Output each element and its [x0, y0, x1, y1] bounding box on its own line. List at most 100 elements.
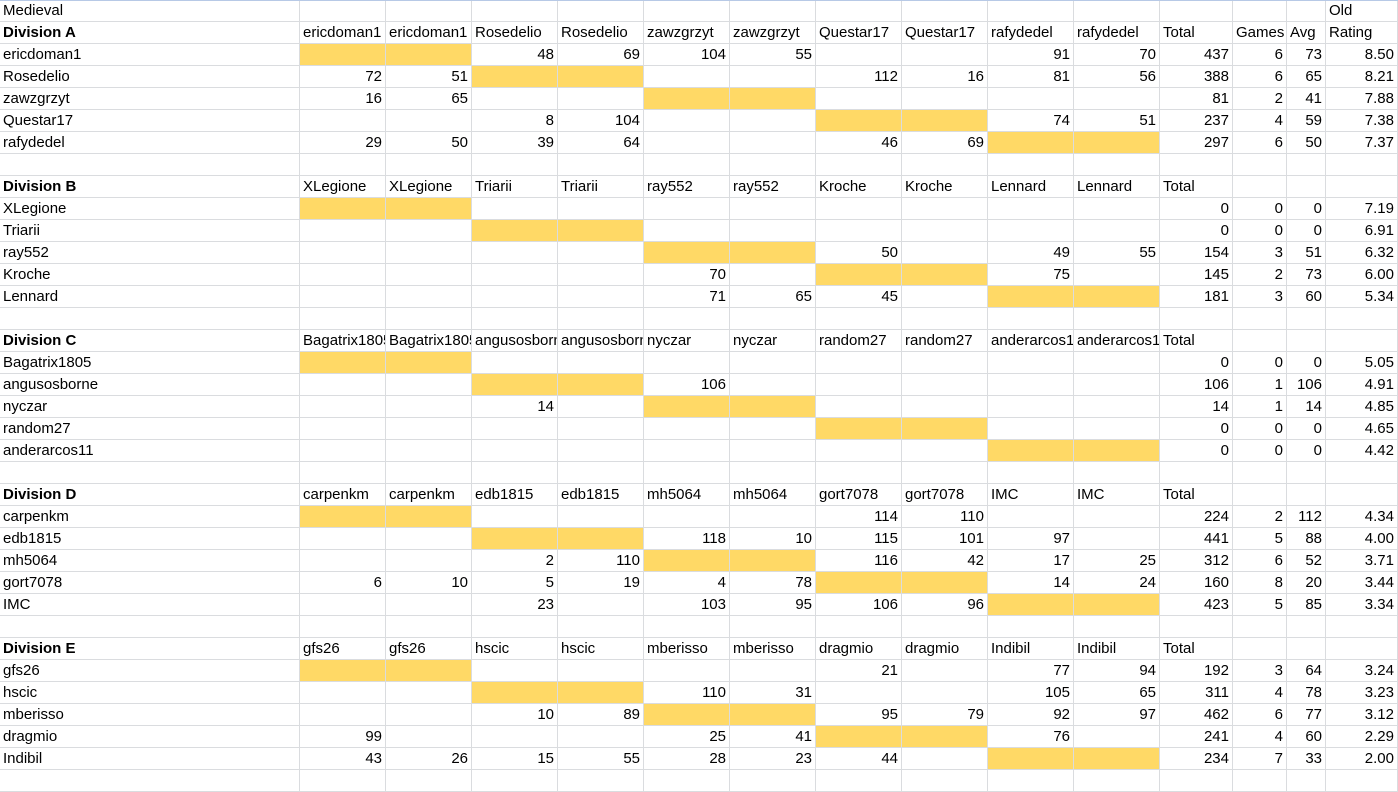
rating-cell[interactable]: 3.12: [1326, 704, 1398, 726]
empty-cell[interactable]: [988, 616, 1074, 638]
games-cell[interactable]: 0: [1233, 220, 1287, 242]
games-cell[interactable]: 3: [1233, 286, 1287, 308]
score-cell[interactable]: 26: [386, 748, 472, 770]
self-match-cell[interactable]: [472, 66, 558, 88]
score-cell[interactable]: [386, 528, 472, 550]
empty-cell[interactable]: [902, 770, 988, 792]
score-cell[interactable]: [300, 594, 386, 616]
score-cell[interactable]: [1074, 198, 1160, 220]
column-header-total[interactable]: Total: [1160, 638, 1233, 660]
empty-cell[interactable]: [1287, 308, 1326, 330]
games-cell[interactable]: 6: [1233, 550, 1287, 572]
score-cell[interactable]: [558, 726, 644, 748]
total-cell[interactable]: 241: [1160, 726, 1233, 748]
column-header-player[interactable]: XLegione: [386, 176, 472, 198]
empty-cell[interactable]: [1233, 308, 1287, 330]
games-cell[interactable]: 0: [1233, 440, 1287, 462]
header-rating[interactable]: Rating: [1326, 22, 1398, 44]
rating-cell[interactable]: 4.65: [1326, 418, 1398, 440]
score-cell[interactable]: 99: [300, 726, 386, 748]
division-title[interactable]: Division A: [0, 22, 300, 44]
rating-cell[interactable]: 4.34: [1326, 506, 1398, 528]
player-name-cell[interactable]: anderarcos11: [0, 440, 300, 462]
empty-cell[interactable]: [1160, 462, 1233, 484]
score-cell[interactable]: [386, 418, 472, 440]
empty-cell[interactable]: [902, 154, 988, 176]
score-cell[interactable]: 55: [730, 44, 816, 66]
score-cell[interactable]: 110: [558, 550, 644, 572]
column-header-player[interactable]: Triarii: [472, 176, 558, 198]
self-match-cell[interactable]: [988, 748, 1074, 770]
score-cell[interactable]: [300, 242, 386, 264]
column-header-player[interactable]: ray552: [730, 176, 816, 198]
score-cell[interactable]: [816, 682, 902, 704]
empty-cell[interactable]: [472, 616, 558, 638]
column-header-games[interactable]: Games: [1233, 22, 1287, 44]
rating-cell[interactable]: 7.88: [1326, 88, 1398, 110]
score-cell[interactable]: [558, 88, 644, 110]
avg-cell[interactable]: 64: [1287, 660, 1326, 682]
self-match-cell[interactable]: [988, 132, 1074, 154]
self-match-cell[interactable]: [730, 704, 816, 726]
score-cell[interactable]: [988, 198, 1074, 220]
score-cell[interactable]: [386, 704, 472, 726]
player-name-cell[interactable]: Kroche: [0, 264, 300, 286]
self-match-cell[interactable]: [1074, 594, 1160, 616]
empty-cell[interactable]: [1287, 484, 1326, 506]
score-cell[interactable]: 69: [902, 132, 988, 154]
avg-cell[interactable]: 65: [1287, 66, 1326, 88]
games-cell[interactable]: 4: [1233, 682, 1287, 704]
score-cell[interactable]: [386, 242, 472, 264]
column-header-player[interactable]: anderarcos11: [1074, 330, 1160, 352]
games-cell[interactable]: 4: [1233, 110, 1287, 132]
column-header-player[interactable]: Bagatrix1805: [300, 330, 386, 352]
score-cell[interactable]: [902, 682, 988, 704]
avg-cell[interactable]: 0: [1287, 352, 1326, 374]
empty-cell[interactable]: [300, 770, 386, 792]
empty-cell[interactable]: [1233, 176, 1287, 198]
column-header-player[interactable]: mberisso: [644, 638, 730, 660]
empty-cell[interactable]: [0, 154, 300, 176]
empty-cell[interactable]: [1326, 176, 1398, 198]
score-cell[interactable]: [988, 220, 1074, 242]
score-cell[interactable]: 116: [816, 550, 902, 572]
score-cell[interactable]: [472, 506, 558, 528]
self-match-cell[interactable]: [472, 374, 558, 396]
empty-cell[interactable]: [1287, 330, 1326, 352]
score-cell[interactable]: 14: [988, 572, 1074, 594]
total-cell[interactable]: 437: [1160, 44, 1233, 66]
column-header-total[interactable]: Total: [1160, 22, 1233, 44]
column-header-total[interactable]: Total: [1160, 176, 1233, 198]
score-cell[interactable]: [472, 660, 558, 682]
score-cell[interactable]: 69: [558, 44, 644, 66]
column-header-player[interactable]: dragmio: [902, 638, 988, 660]
column-header-player[interactable]: angusosborne: [472, 330, 558, 352]
self-match-cell[interactable]: [816, 264, 902, 286]
score-cell[interactable]: [816, 440, 902, 462]
column-header-player[interactable]: Kroche: [816, 176, 902, 198]
score-cell[interactable]: [558, 440, 644, 462]
games-cell[interactable]: 2: [1233, 506, 1287, 528]
self-match-cell[interactable]: [816, 110, 902, 132]
score-cell[interactable]: [902, 374, 988, 396]
score-cell[interactable]: [902, 748, 988, 770]
self-match-cell[interactable]: [558, 220, 644, 242]
total-cell[interactable]: 0: [1160, 440, 1233, 462]
score-cell[interactable]: 106: [644, 374, 730, 396]
score-cell[interactable]: [386, 220, 472, 242]
score-cell[interactable]: [816, 198, 902, 220]
score-cell[interactable]: 46: [816, 132, 902, 154]
score-cell[interactable]: [386, 396, 472, 418]
empty-cell[interactable]: [0, 308, 300, 330]
score-cell[interactable]: [730, 220, 816, 242]
score-cell[interactable]: 78: [730, 572, 816, 594]
player-name-cell[interactable]: nyczar: [0, 396, 300, 418]
empty-cell[interactable]: [1233, 770, 1287, 792]
column-header-player[interactable]: zawzgrzyt: [730, 22, 816, 44]
empty-cell[interactable]: [472, 154, 558, 176]
score-cell[interactable]: [386, 110, 472, 132]
self-match-cell[interactable]: [558, 682, 644, 704]
empty-cell[interactable]: [1326, 638, 1398, 660]
empty-cell[interactable]: [386, 308, 472, 330]
score-cell[interactable]: [300, 110, 386, 132]
